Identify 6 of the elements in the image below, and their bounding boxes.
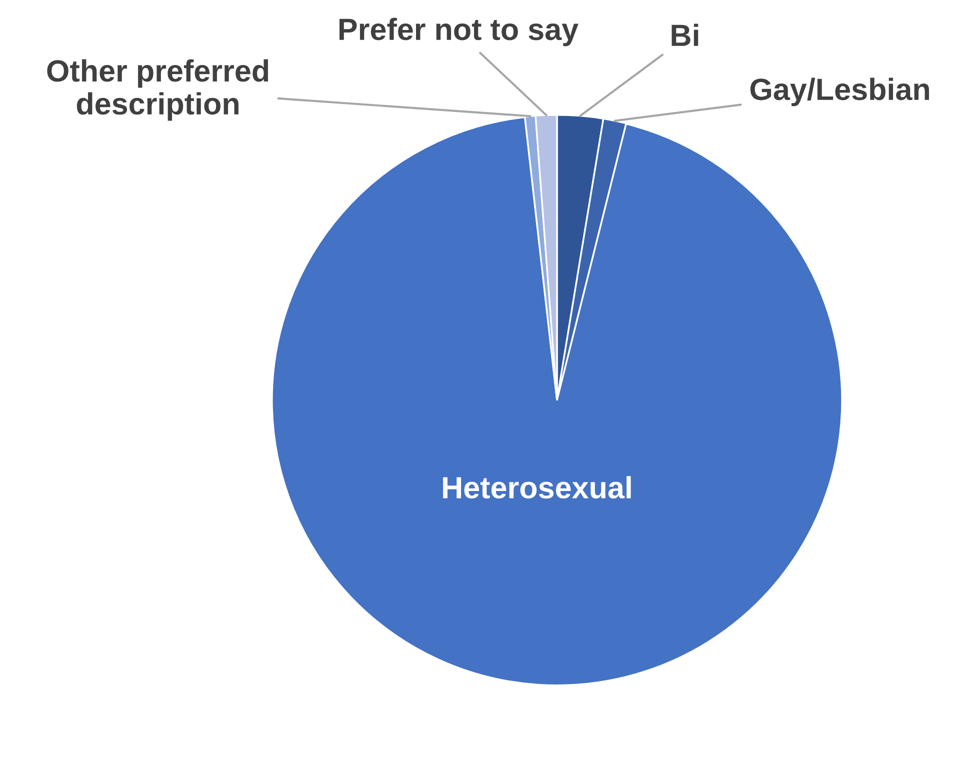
slice-label: Bi	[672, 24, 698, 46]
slice-label: Heterosexual	[443, 476, 631, 499]
slice-label: Prefer not to say	[339, 18, 578, 46]
pie-slice	[271, 116, 843, 686]
slice-label: Gay/Lesbian	[750, 78, 929, 106]
slice-label: Other preferred description	[47, 59, 268, 121]
